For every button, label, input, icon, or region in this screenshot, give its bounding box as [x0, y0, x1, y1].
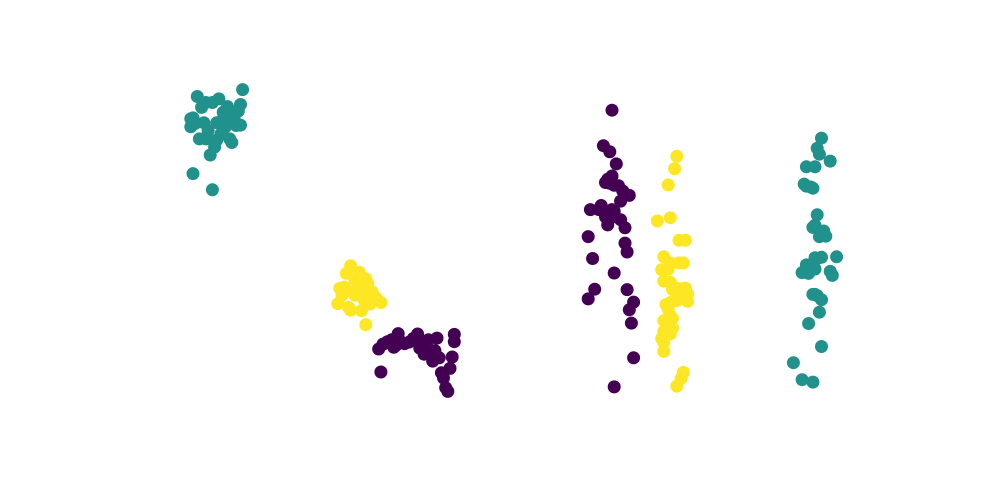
scatter-point: [210, 133, 224, 147]
scatter-point: [447, 327, 461, 341]
scatter-point: [335, 288, 349, 302]
scatter-point: [825, 268, 839, 282]
scatter-point: [627, 351, 641, 365]
scatter-point: [586, 252, 600, 265]
scatter-point: [372, 342, 386, 356]
scatter-point: [806, 375, 820, 389]
scatter-point: [815, 250, 828, 264]
scatter-point: [199, 96, 213, 109]
scatter-point: [205, 183, 219, 197]
scatter-point: [359, 318, 373, 332]
scatter-point: [581, 230, 595, 244]
scatter-point: [236, 83, 250, 97]
scatter-point: [605, 203, 619, 217]
scatter-point: [391, 327, 405, 341]
scatter-point: [603, 145, 617, 159]
scatter-point: [199, 132, 213, 146]
scatter-point: [817, 224, 831, 238]
scatter-point: [184, 120, 198, 134]
scatter-points: [184, 83, 844, 398]
scatter-point: [808, 160, 822, 174]
scatter-point: [795, 266, 809, 280]
scatter-point: [830, 250, 844, 264]
scatter-point: [674, 372, 688, 385]
scatter-point: [348, 288, 362, 302]
scatter-point: [815, 340, 828, 353]
scatter-point: [806, 220, 820, 234]
scatter-point: [815, 131, 828, 145]
scatter-point: [618, 221, 632, 235]
scatter-point: [203, 148, 217, 162]
scatter-point: [812, 147, 826, 161]
scatter-point: [622, 303, 636, 317]
scatter-point: [661, 178, 675, 192]
scatter-point: [212, 92, 226, 106]
scatter-point: [601, 218, 615, 232]
scatter-point: [445, 350, 459, 364]
scatter-point: [815, 293, 828, 307]
scatter-point: [666, 321, 679, 335]
scatter-point: [374, 296, 388, 309]
scatter-point: [624, 316, 638, 330]
scatter-point: [216, 112, 230, 126]
scatter-point: [812, 305, 826, 319]
scatter-point: [810, 208, 824, 222]
scatter-point: [655, 332, 669, 345]
scatter-point: [352, 265, 366, 279]
scatter-point: [620, 283, 634, 297]
scatter-point: [655, 263, 669, 277]
scatter-point: [609, 157, 623, 171]
scatter-point: [387, 340, 401, 354]
scatter-point: [663, 308, 677, 322]
scatter-point: [583, 203, 597, 217]
scatter-point: [361, 288, 375, 302]
scatter-point: [588, 282, 602, 296]
scatter-point: [605, 103, 619, 117]
scatter-point: [607, 266, 621, 280]
scatter-point: [657, 344, 671, 358]
scatter-point: [441, 384, 455, 398]
scatter-point: [823, 154, 837, 168]
scatter-point: [620, 245, 634, 259]
scatter-point: [234, 118, 247, 132]
scatter-point: [443, 361, 457, 375]
scatter-point: [663, 211, 677, 225]
scatter-point: [430, 331, 444, 345]
scatter-point: [186, 167, 200, 181]
scatter-point: [678, 233, 692, 247]
scatter-point: [802, 317, 816, 330]
scatter-point: [650, 214, 664, 228]
scatter-point: [614, 194, 628, 208]
scatter-point: [806, 181, 820, 195]
scatter-point: [670, 149, 684, 163]
scatter-point: [795, 373, 809, 387]
scatter-point: [374, 365, 388, 379]
scatter-point: [676, 256, 690, 270]
scatter-point: [344, 303, 358, 317]
scatter-point: [225, 136, 239, 149]
scatter-point: [437, 371, 450, 385]
scatter-point: [607, 380, 621, 394]
scatter-point: [786, 356, 800, 370]
scatter-point: [668, 162, 682, 176]
scatter-point: [413, 341, 427, 355]
scatter-point: [581, 292, 595, 306]
scatter-point: [426, 354, 440, 368]
scatter-point: [681, 294, 695, 308]
